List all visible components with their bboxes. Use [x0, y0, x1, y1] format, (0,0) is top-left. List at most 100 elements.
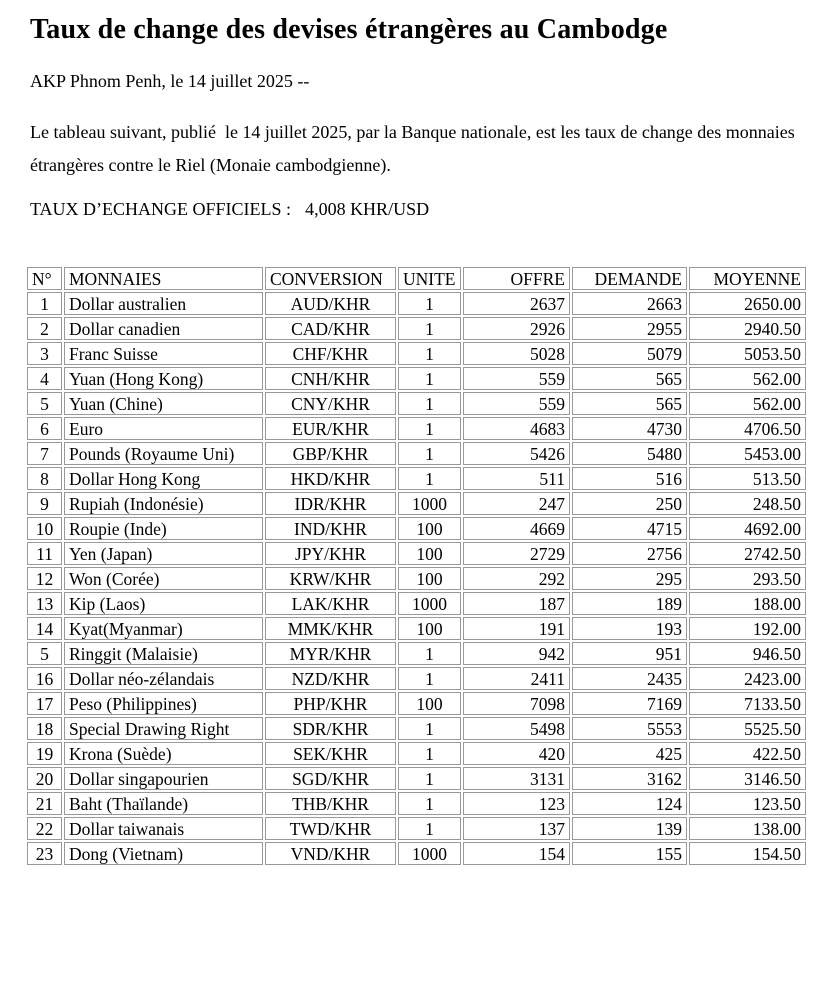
- cell-offer: 2411: [463, 667, 570, 690]
- cell-average: 562.00: [689, 367, 806, 390]
- cell-unit: 1: [398, 417, 461, 440]
- cell-demand: 2435: [572, 667, 687, 690]
- table-row: 3 Franc Suisse CHF/KHR 1 5028 5079 5053.50: [27, 342, 806, 365]
- table-row: 9 Rupiah (Indonésie) IDR/KHR 1000 247 250 248.…: [27, 492, 806, 515]
- cell-number: 14: [27, 617, 62, 640]
- table-row: 19 Krona (Suède) SEK/KHR 1 420 425 422.50: [27, 742, 806, 765]
- table-row: 12 Won (Corée) KRW/KHR 100 292 295 293.50: [27, 567, 806, 590]
- header-demand: DEMANDE: [572, 267, 687, 290]
- cell-average: 2742.50: [689, 542, 806, 565]
- page-title: Taux de change des devises étrangères au…: [30, 14, 668, 45]
- cell-currency: Roupie (Inde): [64, 517, 263, 540]
- cell-conversion: MYR/KHR: [265, 642, 396, 665]
- cell-average: 2940.50: [689, 317, 806, 340]
- table-row: 7 Pounds (Royaume Uni) GBP/KHR 1 5426 5480 545…: [27, 442, 806, 465]
- cell-conversion: GBP/KHR: [265, 442, 396, 465]
- table-row: 21 Baht (Thaïlande) THB/KHR 1 123 124 123.50: [27, 792, 806, 815]
- cell-average: 154.50: [689, 842, 806, 865]
- cell-demand: 139: [572, 817, 687, 840]
- table-row: 11 Yen (Japan) JPY/KHR 100 2729 2756 2742.50: [27, 542, 806, 565]
- cell-conversion: KRW/KHR: [265, 567, 396, 590]
- cell-number: 10: [27, 517, 62, 540]
- official-rate-label: TAUX D’ECHANGE OFFICIELS :: [30, 199, 292, 219]
- exchange-rate-table: N° MONNAIES CONVERSION UNITE OFFRE DEMAN…: [25, 265, 808, 867]
- table-row: 4 Yuan (Hong Kong) CNH/KHR 1 559 565 562.00: [27, 367, 806, 390]
- cell-offer: 559: [463, 392, 570, 415]
- cell-number: 2: [27, 317, 62, 340]
- cell-currency: Dong (Vietnam): [64, 842, 263, 865]
- cell-average: 5053.50: [689, 342, 806, 365]
- cell-average: 513.50: [689, 467, 806, 490]
- cell-conversion: NZD/KHR: [265, 667, 396, 690]
- cell-offer: 2637: [463, 292, 570, 315]
- cell-conversion: SDR/KHR: [265, 717, 396, 740]
- cell-offer: 2926: [463, 317, 570, 340]
- cell-offer: 420: [463, 742, 570, 765]
- cell-conversion: IDR/KHR: [265, 492, 396, 515]
- header-currency: MONNAIES: [64, 267, 263, 290]
- cell-number: 22: [27, 817, 62, 840]
- cell-number: 5: [27, 392, 62, 415]
- cell-demand: 516: [572, 467, 687, 490]
- cell-currency: Yuan (Hong Kong): [64, 367, 263, 390]
- cell-unit: 1: [398, 642, 461, 665]
- cell-average: 2423.00: [689, 667, 806, 690]
- cell-offer: 559: [463, 367, 570, 390]
- intro-paragraph: Le tableau suivant, publié le 14 juillet…: [30, 122, 800, 175]
- cell-unit: 1: [398, 317, 461, 340]
- cell-unit: 100: [398, 517, 461, 540]
- cell-currency: Kip (Laos): [64, 592, 263, 615]
- table-row: 5 Yuan (Chine) CNY/KHR 1 559 565 562.00: [27, 392, 806, 415]
- cell-conversion: EUR/KHR: [265, 417, 396, 440]
- cell-offer: 5028: [463, 342, 570, 365]
- cell-number: 1: [27, 292, 62, 315]
- cell-demand: 295: [572, 567, 687, 590]
- table-row: 22 Dollar taiwanais TWD/KHR 1 137 139 138.00: [27, 817, 806, 840]
- cell-conversion: JPY/KHR: [265, 542, 396, 565]
- cell-conversion: CHF/KHR: [265, 342, 396, 365]
- cell-unit: 100: [398, 567, 461, 590]
- cell-demand: 4715: [572, 517, 687, 540]
- cell-currency: Krona (Suède): [64, 742, 263, 765]
- table-row: 14 Kyat(Myanmar) MMK/KHR 100 191 193 192.00: [27, 617, 806, 640]
- header-offer: OFFRE: [463, 267, 570, 290]
- cell-unit: 1: [398, 467, 461, 490]
- cell-unit: 100: [398, 617, 461, 640]
- cell-demand: 7169: [572, 692, 687, 715]
- cell-conversion: CAD/KHR: [265, 317, 396, 340]
- cell-currency: Special Drawing Right: [64, 717, 263, 740]
- table-row: 20 Dollar singapourien SGD/KHR 1 3131 3162 314…: [27, 767, 806, 790]
- cell-offer: 292: [463, 567, 570, 590]
- table-row: 1 Dollar australien AUD/KHR 1 2637 2663 2650.0…: [27, 292, 806, 315]
- cell-average: 562.00: [689, 392, 806, 415]
- cell-number: 19: [27, 742, 62, 765]
- cell-offer: 7098: [463, 692, 570, 715]
- cell-unit: 1: [398, 292, 461, 315]
- cell-currency: Yen (Japan): [64, 542, 263, 565]
- header-average: MOYENNE: [689, 267, 806, 290]
- cell-average: 138.00: [689, 817, 806, 840]
- cell-unit: 1: [398, 392, 461, 415]
- cell-offer: 5498: [463, 717, 570, 740]
- cell-number: 21: [27, 792, 62, 815]
- cell-offer: 4683: [463, 417, 570, 440]
- cell-demand: 155: [572, 842, 687, 865]
- cell-conversion: TWD/KHR: [265, 817, 396, 840]
- cell-conversion: MMK/KHR: [265, 617, 396, 640]
- cell-demand: 5480: [572, 442, 687, 465]
- cell-offer: 154: [463, 842, 570, 865]
- cell-demand: 5553: [572, 717, 687, 740]
- cell-conversion: IND/KHR: [265, 517, 396, 540]
- cell-unit: 100: [398, 692, 461, 715]
- cell-unit: 1000: [398, 492, 461, 515]
- cell-number: 3: [27, 342, 62, 365]
- cell-conversion: THB/KHR: [265, 792, 396, 815]
- cell-unit: 1000: [398, 842, 461, 865]
- cell-offer: 4669: [463, 517, 570, 540]
- cell-currency: Ringgit (Malaisie): [64, 642, 263, 665]
- cell-average: 5453.00: [689, 442, 806, 465]
- cell-currency: Dollar singapourien: [64, 767, 263, 790]
- cell-conversion: SEK/KHR: [265, 742, 396, 765]
- cell-unit: 1: [398, 342, 461, 365]
